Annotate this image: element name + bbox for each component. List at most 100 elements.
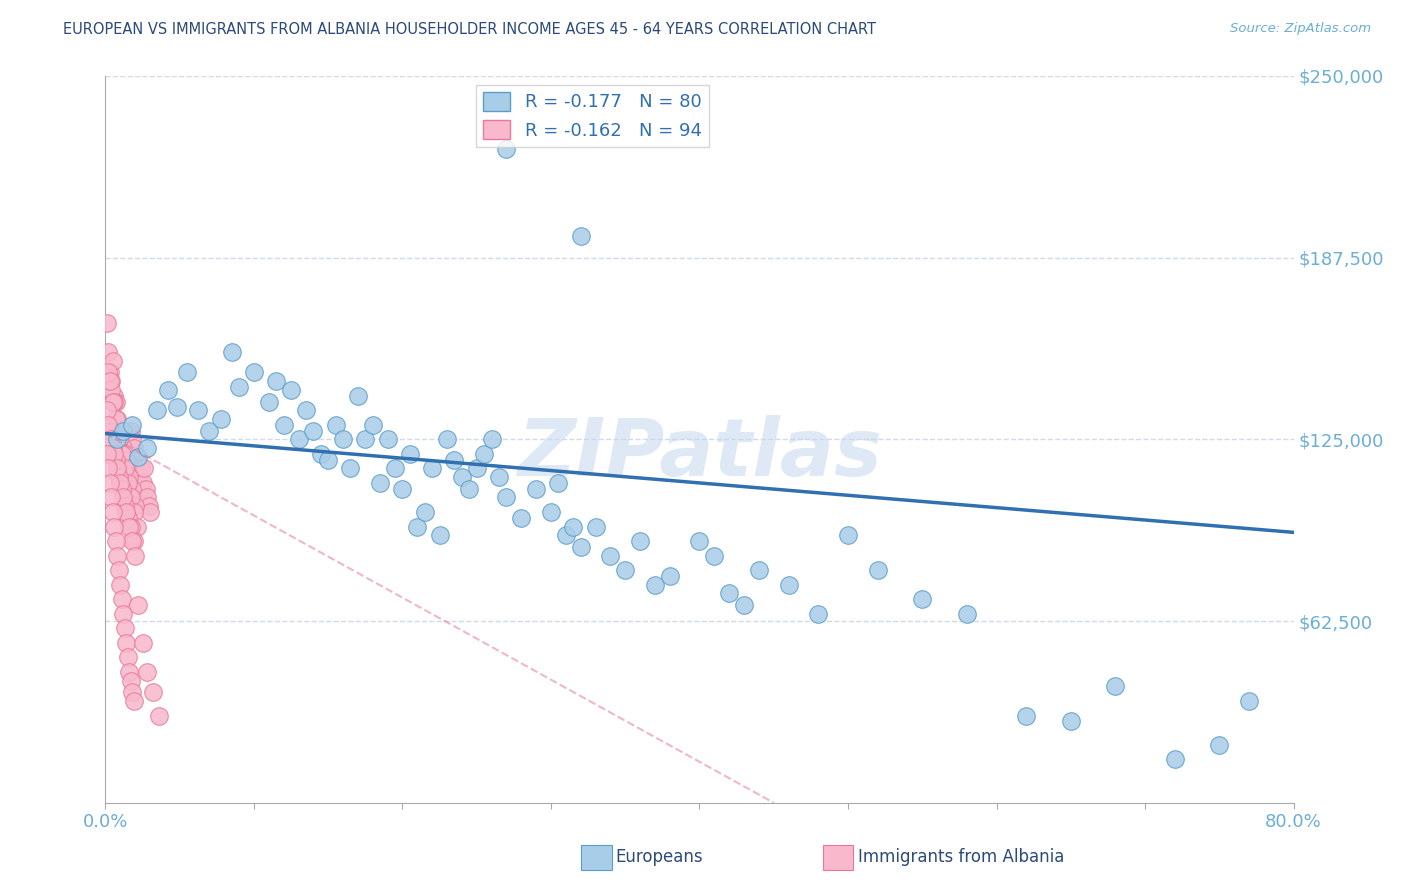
Point: [104, 534, 127, 549]
Point: [97, 366, 120, 380]
Point: [136, 491, 159, 505]
Point: [325, 417, 347, 432]
Point: [599, 549, 621, 563]
Point: [121, 432, 143, 446]
Point: [1208, 738, 1230, 752]
Point: [114, 621, 136, 635]
Point: [112, 461, 135, 475]
Point: [108, 470, 131, 484]
Text: Source: ZipAtlas.com: Source: ZipAtlas.com: [1230, 22, 1371, 36]
Point: [495, 141, 517, 155]
Point: [100, 432, 122, 446]
Point: [733, 598, 755, 612]
Point: [628, 534, 651, 549]
Point: [100, 491, 122, 505]
Point: [361, 417, 384, 432]
Point: [413, 505, 436, 519]
Point: [309, 447, 332, 461]
Point: [115, 452, 138, 467]
Point: [332, 432, 354, 446]
Point: [111, 452, 134, 467]
Point: [110, 447, 132, 461]
Point: [96, 316, 118, 330]
Point: [866, 563, 889, 577]
Point: [228, 380, 250, 394]
Point: [118, 519, 141, 533]
Point: [104, 412, 127, 426]
Point: [837, 528, 859, 542]
Point: [778, 578, 800, 592]
Point: [97, 345, 120, 359]
Point: [540, 505, 562, 519]
Point: [105, 412, 128, 426]
Point: [148, 708, 170, 723]
Point: [114, 499, 136, 513]
Point: [131, 475, 153, 490]
Point: [339, 461, 361, 475]
Point: [114, 461, 136, 475]
Point: [131, 636, 153, 650]
Point: [125, 452, 148, 467]
Point: [112, 441, 135, 455]
Point: [125, 519, 148, 533]
Point: [112, 424, 135, 438]
Point: [121, 417, 143, 432]
Point: [98, 366, 121, 380]
Point: [118, 452, 141, 467]
Point: [198, 424, 221, 438]
Point: [569, 540, 592, 554]
Point: [103, 447, 125, 461]
Point: [97, 461, 120, 475]
Point: [120, 519, 142, 533]
Point: [347, 389, 370, 403]
Point: [110, 578, 132, 592]
Point: [117, 491, 139, 505]
Point: [136, 441, 159, 455]
Point: [114, 470, 136, 484]
Point: [103, 519, 125, 533]
Point: [100, 374, 122, 388]
Point: [495, 491, 517, 505]
Point: [108, 563, 131, 577]
Point: [614, 563, 637, 577]
Point: [689, 534, 711, 549]
Point: [472, 447, 495, 461]
Point: [443, 452, 465, 467]
Point: [108, 432, 131, 446]
Point: [105, 417, 128, 432]
Point: [510, 511, 533, 525]
Point: [436, 432, 458, 446]
Point: [1104, 680, 1126, 694]
Point: [465, 461, 488, 475]
Point: [569, 228, 592, 243]
Text: Europeans: Europeans: [616, 848, 703, 866]
Point: [807, 607, 830, 621]
Point: [124, 461, 146, 475]
Point: [911, 592, 934, 607]
Point: [108, 432, 131, 446]
Point: [1015, 708, 1038, 723]
Point: [111, 447, 134, 461]
Point: [128, 482, 150, 496]
Point: [98, 374, 121, 388]
Point: [121, 534, 143, 549]
Point: [450, 470, 472, 484]
Point: [257, 394, 280, 409]
Point: [124, 499, 146, 513]
Point: [221, 345, 243, 359]
Point: [110, 424, 132, 438]
Legend: R = -0.177   N = 80, R = -0.162   N = 94: R = -0.177 N = 80, R = -0.162 N = 94: [477, 85, 709, 147]
Point: [111, 592, 134, 607]
Point: [110, 475, 132, 490]
Point: [354, 432, 377, 446]
Point: [127, 450, 149, 464]
Point: [115, 636, 138, 650]
Point: [104, 394, 127, 409]
Point: [1060, 714, 1083, 729]
Point: [488, 470, 510, 484]
Text: EUROPEAN VS IMMIGRANTS FROM ALBANIA HOUSEHOLDER INCOME AGES 45 - 64 YEARS CORREL: EUROPEAN VS IMMIGRANTS FROM ALBANIA HOUS…: [63, 22, 876, 37]
Point: [420, 461, 443, 475]
Point: [121, 482, 143, 496]
Point: [209, 412, 232, 426]
Point: [101, 505, 124, 519]
